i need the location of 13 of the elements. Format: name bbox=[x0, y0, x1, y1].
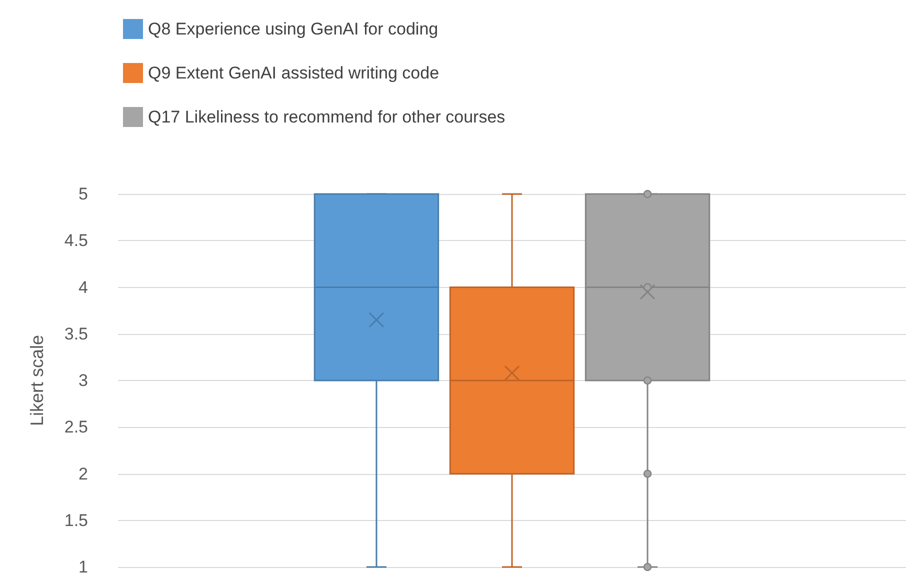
legend-label: Q17 Likeliness to recommend for other courses bbox=[148, 108, 506, 126]
legend-label: Q9 Extent GenAI assisted writing code bbox=[148, 64, 440, 82]
y-tick-label: 4 bbox=[78, 278, 88, 297]
y-tick-label: 3 bbox=[78, 371, 88, 390]
legend-label: Q8 Experience using GenAI for coding bbox=[148, 20, 438, 38]
y-tick-label: 4.5 bbox=[64, 231, 88, 250]
y-axis-title: Likert scale bbox=[27, 334, 47, 426]
y-tick-label: 3.5 bbox=[64, 324, 88, 344]
y-tick-label: 5 bbox=[78, 184, 88, 204]
y-tick-label: 2 bbox=[78, 464, 88, 484]
y-tick-label: 1.5 bbox=[64, 510, 88, 530]
y-tick-label: 1 bbox=[78, 558, 88, 576]
y-tick-label: 2.5 bbox=[64, 418, 88, 437]
